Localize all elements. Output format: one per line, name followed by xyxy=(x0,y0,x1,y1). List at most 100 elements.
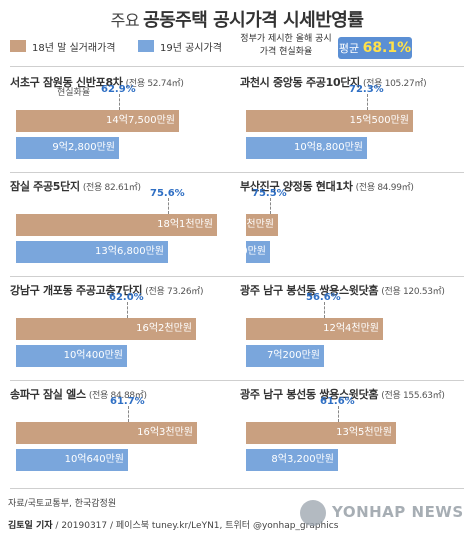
panel-area: (전용 82.61㎡) xyxy=(82,183,141,193)
row-divider xyxy=(10,172,464,173)
realization-note: 정부가 제시한 올해 공시가격 현실화율 xyxy=(240,34,332,57)
panel-title: 서초구 잠원동 신반포8차 (전용 52.74㎡) xyxy=(10,74,240,90)
bar-value-label: 16억3천만원 xyxy=(137,427,193,438)
bar-cur-price: 8억3,200만원 xyxy=(246,449,338,471)
bar-value-label: 14억7,500만원 xyxy=(106,115,175,126)
ratio-value: 75.6% xyxy=(150,188,185,199)
chart-panel: 잠실 주공5단지 (전용 82.61㎡) 75.6% 18억1천만원 13억6,800만… xyxy=(10,178,240,292)
panel-title: 잠실 주공5단지 (전용 82.61㎡) xyxy=(10,178,240,194)
ratio-marker xyxy=(270,198,271,214)
bar-cur-price: 10억8,800만원 xyxy=(246,137,367,159)
credit-rest: / 20190317 / 페이스북 tuney.kr/LeYN1, 트위터 @y… xyxy=(55,521,339,531)
panel-title: 광주 남구 봉선동 쌍용스윗닷홈 (전용 120.53㎡) xyxy=(240,282,470,298)
ratio-value: 56.6% xyxy=(306,292,341,303)
bar-prev-price: 18억1천만원 xyxy=(16,214,217,236)
chart-panel: 과천시 중앙동 주공10단지 (전용 105.27㎡) 72.3% 15억500만원 1… xyxy=(240,74,470,188)
row-divider xyxy=(10,488,464,489)
panel-name: 부산진구 양정동 현대1차 xyxy=(240,180,353,193)
panel-title: 강남구 개포동 주공고층7단지 (전용 73.26㎡) xyxy=(10,282,240,298)
bar-value-label: 2억9천만원 xyxy=(224,219,274,230)
legend-cur-label: 19년 공시가격 xyxy=(160,43,222,54)
panel-area: (전용 52.74㎡) xyxy=(125,79,184,89)
ratio-value: 61.7% xyxy=(110,396,145,407)
header-divider xyxy=(10,66,464,67)
panel-name: 과천시 중앙동 주공10단지 xyxy=(240,76,360,89)
legend-cur-swatch xyxy=(138,40,154,52)
ratio-marker xyxy=(168,198,169,214)
ratio-value: 72.3% xyxy=(349,84,384,95)
panel-name: 광주 남구 봉선동 쌍용스윗닷홈 xyxy=(240,388,379,401)
bar-value-label: 10억400만원 xyxy=(63,350,123,361)
panel-area: (전용 73.26㎡) xyxy=(145,287,204,297)
bar-value-label: 7억200만원 xyxy=(266,350,320,361)
bar-value-label: 13억6,800만원 xyxy=(95,246,164,257)
panel-area: (전용 84.88㎡) xyxy=(88,391,147,401)
bar-prev-price: 16억2천만원 xyxy=(16,318,196,340)
bar-value-label: 10억640만원 xyxy=(64,454,124,465)
ratio-marker xyxy=(367,94,368,110)
ratio-marker xyxy=(119,94,120,110)
panel-title: 광주 남구 봉선동 쌍용스윗닷홈 (전용 155.63㎡) xyxy=(240,386,470,402)
ratio-marker xyxy=(128,406,129,422)
ratio-value: 62.0% xyxy=(109,292,144,303)
ratio-value: 61.6% xyxy=(320,396,355,407)
bar-prev-price: 12억4천만원 xyxy=(246,318,383,340)
ratio-marker xyxy=(324,302,325,318)
chart-panel: 서초구 잠원동 신반포8차 (전용 52.74㎡) 62.9% 현실화율 14억7,50… xyxy=(10,74,240,188)
bar-prev-price: 14억7,500만원 xyxy=(16,110,179,132)
bar-cur-price: 10억640만원 xyxy=(16,449,128,471)
chart-panel: 강남구 개포동 주공고층7단지 (전용 73.26㎡) 62.0% 16억2천만원 10… xyxy=(10,282,240,396)
bar-value-label: 15억500만원 xyxy=(349,115,409,126)
panel-name: 서초구 잠원동 신반포8차 xyxy=(10,76,123,89)
average-badge: 평균 68.1% xyxy=(338,37,412,59)
chart-panel: 광주 남구 봉선동 쌍용스윗닷홈 (전용 120.53㎡) 56.6% 12억4천만원… xyxy=(240,282,470,396)
row-divider xyxy=(10,276,464,277)
bar-prev-price: 16억3천만원 xyxy=(16,422,197,444)
legend-prev-label: 18년 말 실거래가격 xyxy=(32,43,116,54)
panel-name: 광주 남구 봉선동 쌍용스윗닷홈 xyxy=(240,284,379,297)
source: 자료/국토교통부, 한국감정원 xyxy=(8,499,117,509)
chart-panel: 송파구 잠실 엘스 (전용 84.88㎡) 61.7% 16억3천만원 10억640만원 xyxy=(10,386,240,500)
bar-prev-price: 2억9천만원 xyxy=(224,214,278,236)
bar-value-label: 2억1,900만원 xyxy=(203,246,266,257)
chart-panel: 부산진구 양정동 현대1차 (전용 84.99㎡) 75.5% 2억9천만원 2억1,9… xyxy=(203,178,470,292)
panel-name: 강남구 개포동 주공고층7단지 xyxy=(10,284,143,297)
ratio-marker xyxy=(338,406,339,422)
page-title: 주요 공동주택 공시가격 시세반영률 xyxy=(0,6,474,32)
bar-value-label: 18억1천만원 xyxy=(157,219,213,230)
panel-name: 잠실 주공5단지 xyxy=(10,180,80,193)
bar-value-label: 10억8,800만원 xyxy=(294,142,363,153)
panel-name: 송파구 잠실 엘스 xyxy=(10,388,86,401)
watermark-text: YONHAP NEWS xyxy=(332,503,464,521)
ratio-marker xyxy=(127,302,128,318)
panel-area: (전용 120.53㎡) xyxy=(381,287,445,297)
bar-cur-price: 9억2,800만원 xyxy=(16,137,119,159)
average-value: 68.1% xyxy=(362,40,412,56)
panel-title: 과천시 중앙동 주공10단지 (전용 105.27㎡) xyxy=(240,74,470,90)
bar-cur-price: 10억400만원 xyxy=(16,345,127,367)
bar-cur-price: 2억1,900만원 xyxy=(203,241,270,263)
bar-value-label: 9억2,800만원 xyxy=(52,142,115,153)
ratio-value: 62.9% xyxy=(101,84,136,95)
bar-cur-price: 13억6,800만원 xyxy=(16,241,168,263)
bar-value-label: 13억5천만원 xyxy=(336,427,392,438)
credit: 김토일 기자 / 20190317 / 페이스북 tuney.kr/LeYN1,… xyxy=(8,518,338,531)
panel-title: 부산진구 양정동 현대1차 (전용 84.99㎡) xyxy=(240,178,470,194)
ratio-value: 75.5% xyxy=(252,188,287,199)
panel-area: (전용 155.63㎡) xyxy=(381,391,445,401)
title-main: 공동주택 공시가격 시세반영률 xyxy=(143,10,364,31)
bar-value-label: 12억4천만원 xyxy=(323,323,379,334)
credit-name: 김토일 기자 xyxy=(8,521,53,531)
panel-area: (전용 84.99㎡) xyxy=(355,183,414,193)
ratio-label: 현실화율 xyxy=(57,88,91,98)
legend-prev-swatch xyxy=(10,40,26,52)
bar-value-label: 8억3,200만원 xyxy=(271,454,334,465)
average-label: 평균 xyxy=(338,42,360,55)
chart-panel: 광주 남구 봉선동 쌍용스윗닷홈 (전용 155.63㎡) 61.6% 13억5천만원… xyxy=(240,386,470,500)
watermark: YONHAP NEWS xyxy=(300,500,463,526)
watermark-logo-icon xyxy=(300,500,326,526)
panel-title: 송파구 잠실 엘스 (전용 84.88㎡) xyxy=(10,386,240,402)
bar-prev-price: 15억500만원 xyxy=(246,110,413,132)
title-prefix: 주요 xyxy=(110,11,140,30)
panel-area: (전용 105.27㎡) xyxy=(362,79,427,89)
